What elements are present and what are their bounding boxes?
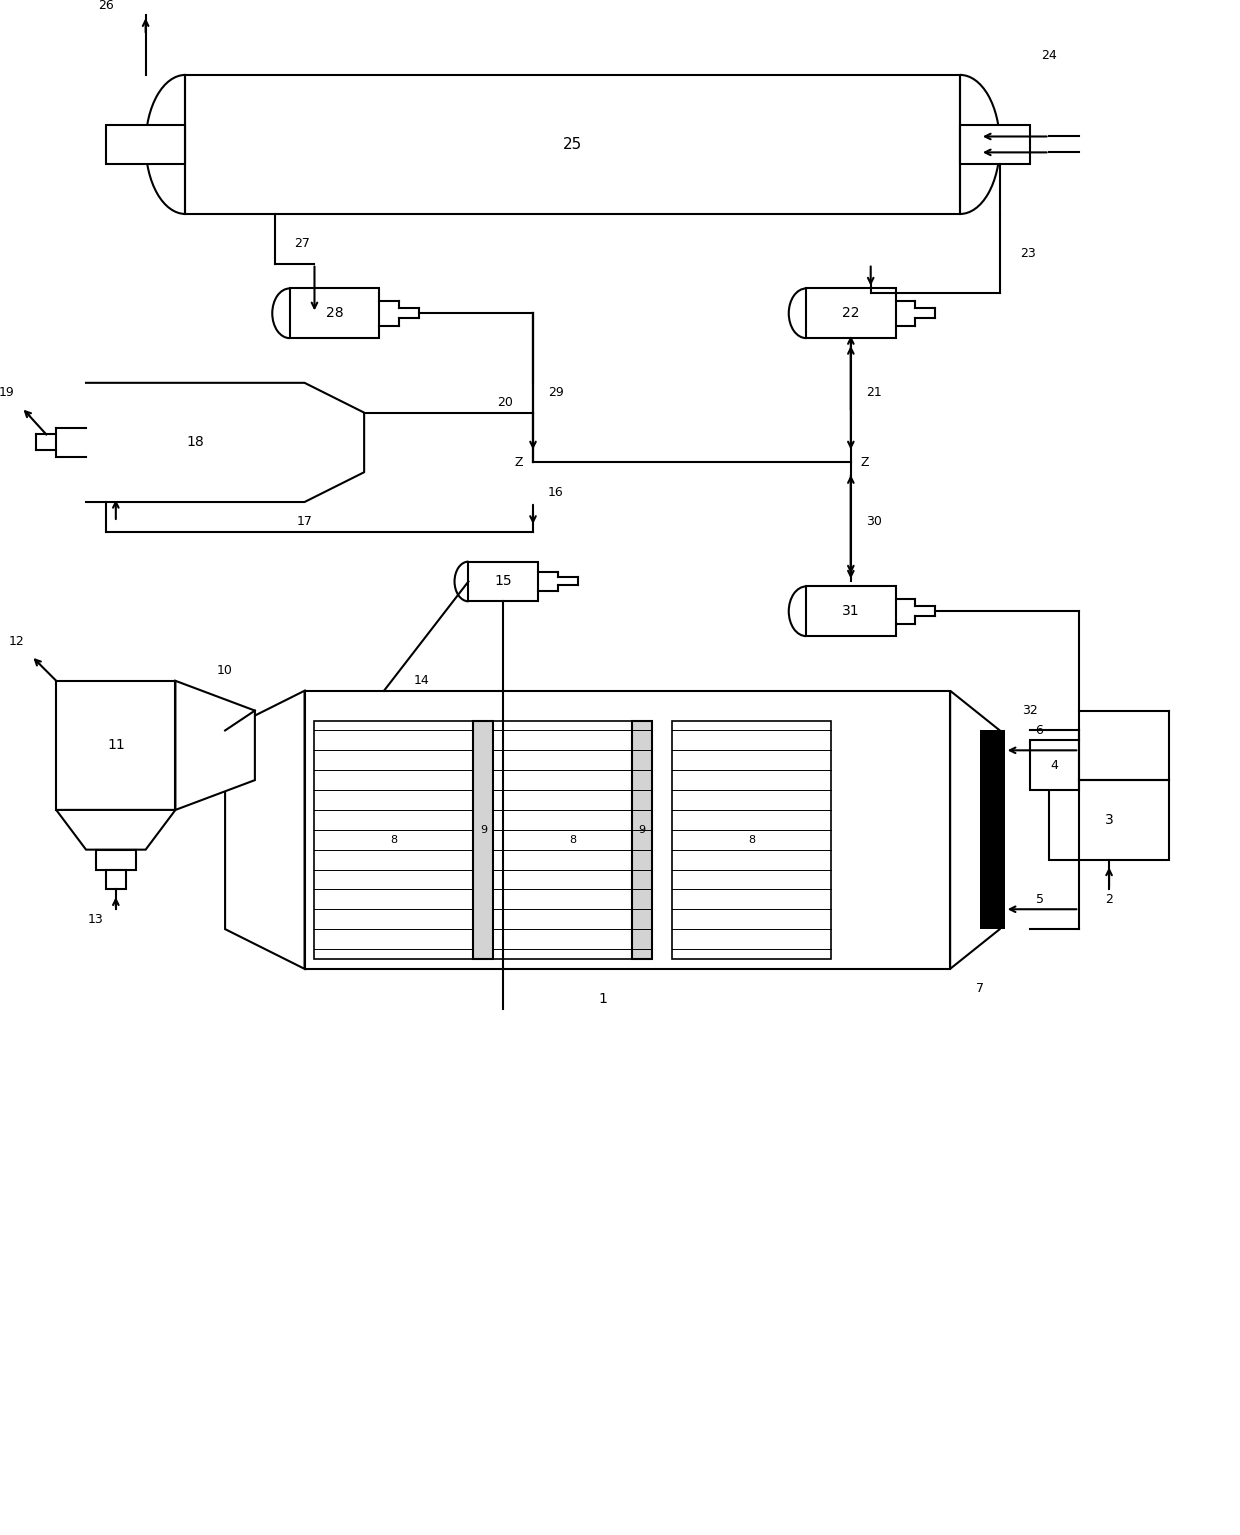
Text: 20: 20 (497, 396, 513, 410)
Text: 26: 26 (98, 0, 114, 12)
Polygon shape (175, 682, 255, 810)
Text: 8: 8 (748, 835, 755, 844)
Bar (315, 720, 474, 959)
Text: 29: 29 (548, 387, 564, 399)
Bar (105, 124, 185, 164)
Text: 13: 13 (88, 913, 104, 926)
Bar (980, 731, 1004, 929)
Bar (1049, 780, 1168, 860)
Bar (290, 289, 379, 338)
Bar (56, 682, 175, 810)
Text: 9: 9 (639, 824, 646, 835)
Text: 6: 6 (1035, 725, 1044, 737)
Polygon shape (56, 810, 175, 850)
Text: 22: 22 (842, 307, 859, 321)
Text: 24: 24 (1042, 49, 1058, 61)
Polygon shape (226, 691, 305, 969)
Bar (806, 289, 895, 338)
Text: Z: Z (861, 456, 869, 468)
Bar (960, 124, 1029, 164)
Text: 21: 21 (866, 387, 882, 399)
Text: 8: 8 (569, 835, 577, 844)
Text: 28: 28 (326, 307, 343, 321)
Text: Z: Z (515, 456, 523, 468)
Text: 14: 14 (414, 674, 429, 688)
Text: 32: 32 (1022, 705, 1038, 717)
Text: 5: 5 (1035, 893, 1044, 906)
Text: 11: 11 (107, 738, 125, 752)
Text: 3: 3 (1105, 814, 1114, 827)
Text: 16: 16 (548, 485, 564, 499)
Text: 4: 4 (1050, 758, 1059, 772)
Bar (632, 720, 652, 959)
Text: 12: 12 (9, 634, 25, 648)
Text: 23: 23 (1019, 247, 1035, 261)
Bar (806, 586, 895, 635)
Bar (305, 691, 950, 969)
Text: 8: 8 (391, 835, 398, 844)
Text: 17: 17 (296, 516, 312, 528)
Text: 15: 15 (495, 574, 512, 588)
Text: 25: 25 (563, 137, 583, 152)
Polygon shape (950, 691, 999, 969)
Text: 19: 19 (0, 387, 15, 399)
Bar (672, 720, 831, 959)
Text: 18: 18 (186, 436, 205, 450)
Bar (95, 850, 135, 869)
Text: 30: 30 (866, 516, 882, 528)
Text: 2: 2 (1105, 893, 1114, 906)
Text: 27: 27 (295, 238, 310, 250)
Bar (105, 869, 125, 889)
Bar (494, 720, 652, 959)
Bar (1029, 740, 1079, 791)
Text: 9: 9 (480, 824, 487, 835)
Bar (474, 720, 494, 959)
Bar (469, 562, 538, 602)
Bar (185, 75, 960, 213)
Text: 10: 10 (217, 665, 233, 677)
Text: 1: 1 (598, 992, 606, 1005)
Text: 7: 7 (976, 982, 985, 995)
Text: 31: 31 (842, 605, 859, 619)
